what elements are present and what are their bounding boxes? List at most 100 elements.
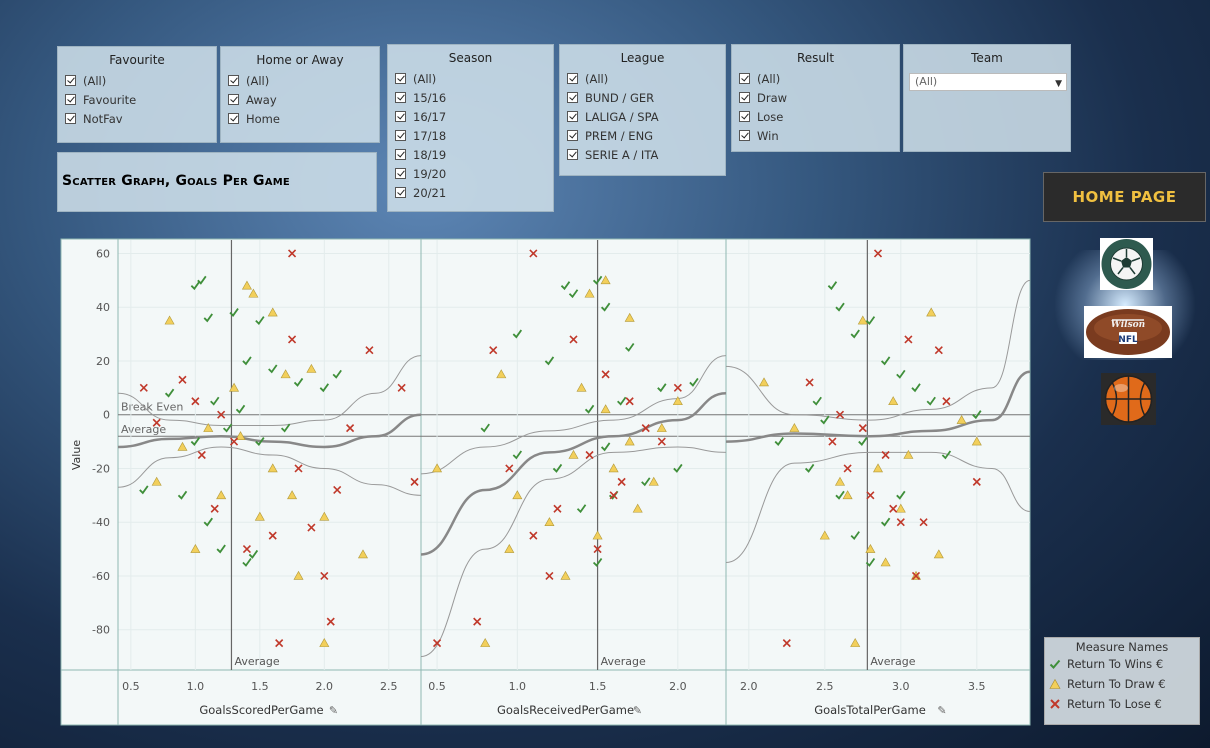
checkbox[interactable] — [395, 130, 406, 141]
league-option[interactable]: SERIE A / ITA — [567, 145, 725, 164]
season-option[interactable]: 17/18 — [395, 126, 553, 145]
basketball-icon[interactable] — [1101, 373, 1156, 425]
checkbox[interactable] — [567, 92, 578, 103]
home-away-option[interactable]: (All) — [228, 71, 379, 90]
win-point — [804, 463, 815, 473]
home-page-button[interactable]: HOME PAGE — [1043, 172, 1206, 222]
lose-point — [625, 397, 634, 406]
checkbox[interactable] — [739, 111, 750, 122]
lose-point — [911, 571, 921, 581]
checkbox[interactable] — [228, 94, 239, 105]
lose-point — [858, 424, 867, 433]
checkbox[interactable] — [65, 113, 76, 124]
pin-icon[interactable]: ✎ — [633, 704, 642, 717]
season-option[interactable]: 15/16 — [395, 88, 553, 107]
checkbox[interactable] — [567, 73, 578, 84]
draw-point — [357, 549, 368, 559]
trend-line — [726, 370, 1030, 443]
league-option[interactable]: (All) — [567, 69, 725, 88]
option-label: (All) — [585, 71, 609, 86]
favourite-option[interactable]: NotFav — [65, 109, 216, 128]
result-option[interactable]: Lose — [739, 107, 899, 126]
legend-item[interactable]: Return To Draw € — [1049, 674, 1199, 694]
league-option[interactable]: LALIGA / SPA — [567, 107, 725, 126]
win-point — [177, 490, 188, 500]
league-option[interactable]: BUND / GER — [567, 88, 725, 107]
checkbox[interactable] — [395, 187, 406, 198]
checkbox[interactable] — [567, 111, 578, 122]
result-option[interactable]: Win — [739, 126, 899, 145]
lose-point — [657, 437, 666, 446]
season-option[interactable]: 20/21 — [395, 183, 553, 202]
checkbox[interactable] — [395, 92, 406, 103]
season-option[interactable]: (All) — [395, 69, 553, 88]
favourite-option[interactable]: Favourite — [65, 90, 216, 109]
legend-item[interactable]: Return To Lose € — [1049, 694, 1199, 714]
win-point — [820, 415, 830, 425]
lose-point — [593, 544, 602, 554]
checkbox[interactable] — [739, 73, 750, 84]
checkbox[interactable] — [228, 75, 239, 86]
team-dropdown-value: (All) — [915, 75, 938, 88]
lose-point — [641, 424, 650, 433]
lose-point — [139, 383, 148, 392]
lose-point — [294, 464, 303, 473]
season-options: (All) 15/16 16/17 17/18 18/19 19/20 20/21 — [388, 69, 553, 202]
home-away-option[interactable]: Home — [228, 109, 379, 128]
league-option[interactable]: PREM / ENG — [567, 126, 725, 145]
checkbox[interactable] — [65, 75, 76, 86]
checkbox[interactable] — [65, 94, 76, 105]
confidence-band — [421, 446, 726, 658]
soccer-ball-icon[interactable] — [1100, 238, 1153, 290]
lose-point — [229, 437, 239, 446]
draw-point — [568, 449, 579, 459]
checkbox[interactable] — [395, 149, 406, 160]
checkbox[interactable] — [739, 130, 750, 141]
checkbox[interactable] — [739, 92, 750, 103]
win-point — [255, 437, 265, 446]
draw-point — [319, 511, 330, 521]
x-tick-label: 3.5 — [968, 680, 986, 693]
pin-icon[interactable]: ✎ — [937, 704, 946, 717]
lose-point — [287, 335, 297, 344]
draw-point — [576, 382, 587, 392]
legend-item[interactable]: Return To Wins € — [1049, 654, 1199, 674]
checkbox[interactable] — [395, 111, 406, 122]
checkbox[interactable] — [228, 113, 239, 124]
win-point — [319, 383, 330, 393]
result-option[interactable]: Draw — [739, 88, 899, 107]
lose-point — [529, 531, 538, 540]
result-option[interactable]: (All) — [739, 69, 899, 88]
win-point — [512, 329, 523, 339]
confidence-band — [726, 279, 1030, 421]
option-label: Lose — [757, 109, 784, 124]
pin-icon[interactable]: ✎ — [329, 704, 338, 717]
win-point — [896, 369, 906, 379]
win-point — [657, 383, 667, 393]
checkbox[interactable] — [395, 168, 406, 179]
win-point — [229, 308, 239, 317]
lose-point — [178, 375, 187, 384]
season-option[interactable]: 19/20 — [395, 164, 553, 183]
draw-point — [216, 490, 227, 500]
legend-item-label: Return To Lose € — [1067, 697, 1162, 711]
x-tick-label: 2.0 — [669, 680, 687, 693]
checkbox[interactable] — [395, 73, 406, 84]
favourite-option[interactable]: (All) — [65, 71, 216, 90]
check-marker-icon — [1049, 659, 1061, 669]
win-point — [544, 356, 555, 366]
nfl-football-icon[interactable]: Wilson NFL — [1084, 306, 1172, 358]
checkbox[interactable] — [567, 149, 578, 160]
win-point — [203, 313, 213, 323]
legend-items: Return To Wins € Return To Draw € Return T… — [1045, 654, 1199, 714]
season-option[interactable]: 18/19 — [395, 145, 553, 164]
checkbox[interactable] — [567, 130, 578, 141]
team-dropdown[interactable]: (All) ▼ — [909, 73, 1067, 91]
lose-point — [617, 477, 626, 486]
home-away-option[interactable]: Away — [228, 90, 379, 109]
lose-point — [835, 410, 845, 419]
chevron-down-icon[interactable]: ▼ — [1055, 79, 1062, 89]
season-option[interactable]: 16/17 — [395, 107, 553, 126]
trend-line — [118, 413, 421, 449]
win-point — [827, 281, 838, 291]
